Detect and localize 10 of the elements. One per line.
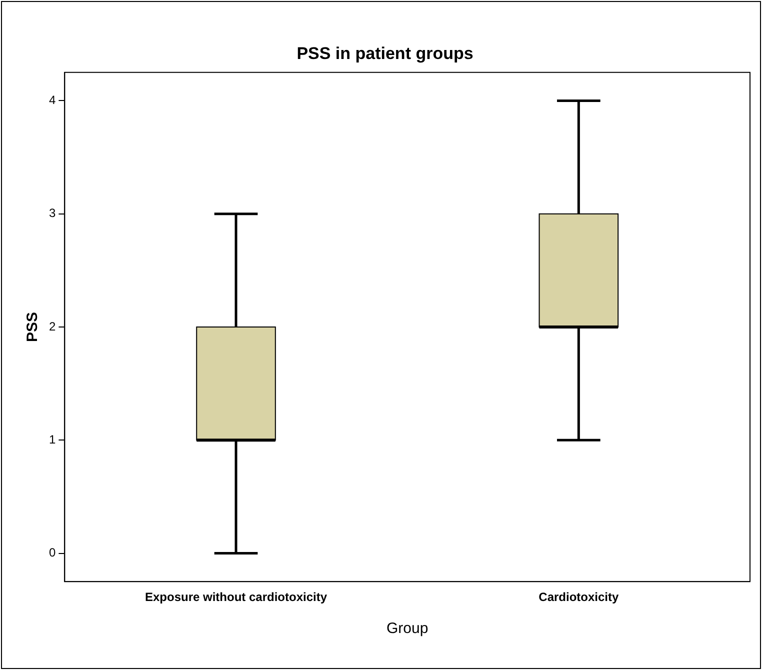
y-tick-label: 4 [48,93,56,107]
y-tick-label: 2 [48,319,56,334]
y-tick-label: 1 [48,432,56,446]
x-axis-title: Group [386,620,428,638]
x-tick-label: Exposure without cardiotoxicity [144,590,328,604]
chart-title: PSS in patient groups [296,44,474,63]
y-tick-label: 3 [48,206,56,220]
y-tick-label: 0 [48,546,56,560]
y-axis-title: PSS [24,312,42,342]
x-tick-label: Cardiotoxicity [538,590,619,604]
